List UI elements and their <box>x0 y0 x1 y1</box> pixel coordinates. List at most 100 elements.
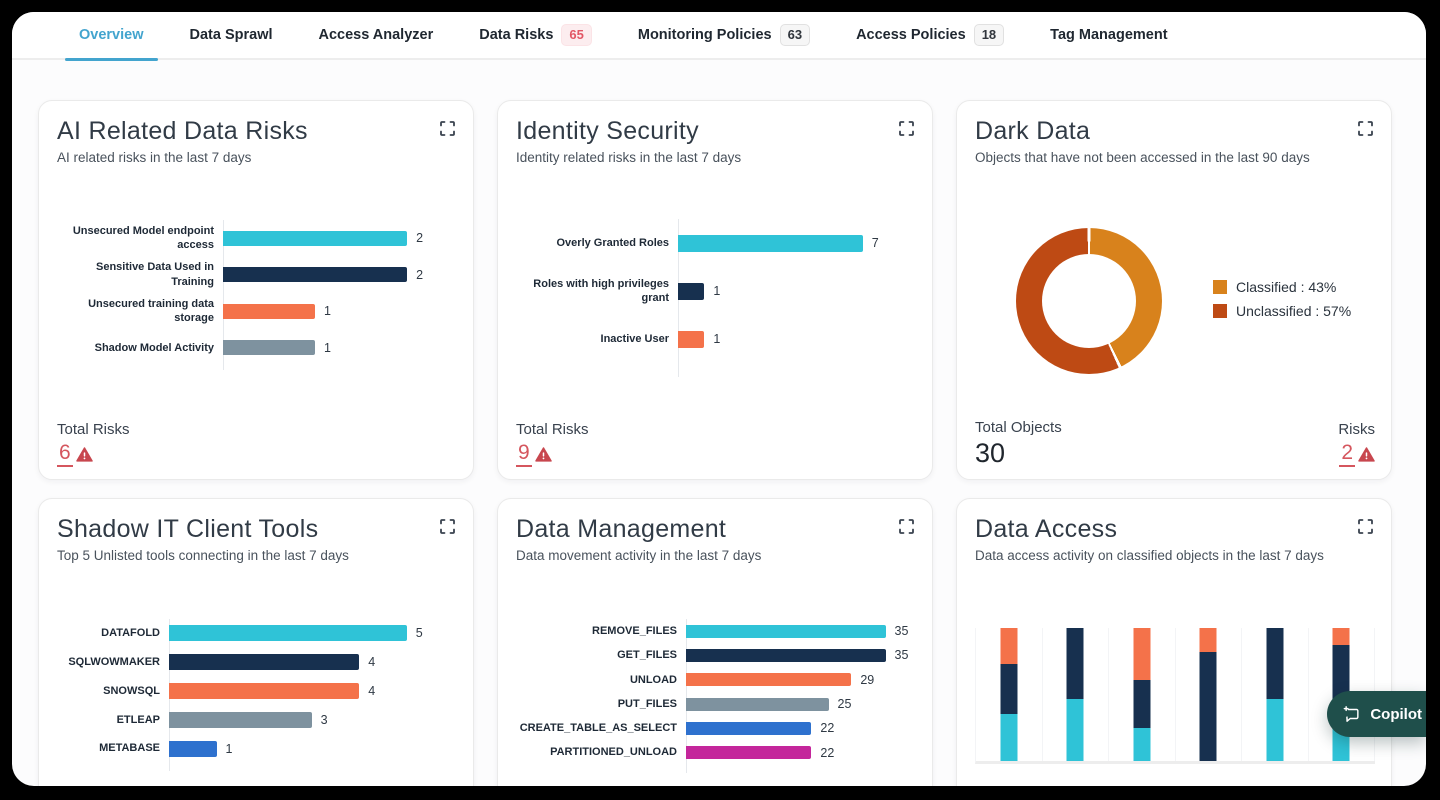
bar <box>686 673 852 687</box>
bar-track: 1 <box>223 303 459 319</box>
bar <box>686 721 812 735</box>
bar-label: METABASE <box>99 742 160 755</box>
bar-label: ETLEAP <box>116 713 160 726</box>
chart-row: SQLWOWMAKER 4 <box>57 648 459 677</box>
bar <box>169 682 360 699</box>
bar-track: 22 <box>686 721 918 735</box>
chart-row: CREATE_TABLE_AS_SELECT 22 <box>516 716 918 740</box>
tab-badge: 63 <box>779 23 811 47</box>
bar-segment-navy <box>1000 663 1018 715</box>
bar-label: CREATE_TABLE_AS_SELECT <box>519 722 677 735</box>
legend-item: Unclassified : 57% <box>1213 303 1351 319</box>
hbar-chart: Unsecured Model endpoint access 2 Sensitiv… <box>57 220 459 366</box>
expand-icon[interactable] <box>897 119 916 138</box>
expand-icon[interactable] <box>438 119 457 138</box>
tab-overview[interactable]: Overview <box>65 12 157 61</box>
bar-value: 3 <box>320 712 328 727</box>
bar-track: 3 <box>169 711 459 728</box>
card-title: Shadow IT Client Tools <box>57 515 319 543</box>
bar-value: 1 <box>324 304 331 319</box>
tab-access-policies[interactable]: Access Policies 18 <box>856 12 1005 59</box>
card-subtitle: Data access activity on classified objec… <box>975 547 1324 563</box>
total-risks-value[interactable]: 9 <box>516 441 532 467</box>
legend-item: Classified : 43% <box>1213 279 1351 295</box>
bar-track: 1 <box>678 330 918 348</box>
tab-tag-management[interactable]: Tag Management <box>1050 12 1167 59</box>
tab-monitoring-policies[interactable]: Monitoring Policies 63 <box>637 12 811 59</box>
bar-track: 35 <box>686 648 918 662</box>
bar <box>169 654 360 671</box>
expand-icon[interactable] <box>438 517 457 536</box>
bar-segment-orange <box>1133 628 1151 680</box>
tab-label: Access Policies <box>856 27 966 43</box>
card-subtitle: AI related risks in the last 7 days <box>57 149 252 165</box>
bar-segment-navy <box>1266 628 1284 699</box>
bar-track: 22 <box>686 746 918 760</box>
tab-data-sprawl[interactable]: Data Sprawl <box>190 12 273 59</box>
legend-text: Unclassified : 57% <box>1236 303 1352 319</box>
bar-value: 4 <box>368 655 376 670</box>
bar <box>686 648 886 662</box>
footer-label: Risks <box>1338 420 1375 438</box>
bar-track: 25 <box>686 697 918 711</box>
bar-label: DATAFOLD <box>101 627 160 640</box>
bar-track: 4 <box>169 654 459 671</box>
chart-row: REMOVE_FILES 35 <box>516 619 918 643</box>
card-identity-security: Identity Security Identity related risks… <box>497 100 933 480</box>
app-window: Overview Data Sprawl Access Analyzer Data R… <box>12 12 1426 786</box>
bar-label: Unsecured training data storage <box>88 297 214 325</box>
chart-row: SNOWSQL 4 <box>57 677 459 706</box>
risks-value[interactable]: 2 <box>1339 441 1355 467</box>
bar <box>686 624 886 638</box>
tab-access-analyzer[interactable]: Access Analyzer <box>319 12 434 59</box>
tab-label: Tag Management <box>1050 27 1168 43</box>
card-footer-right: Risks 2 <box>1338 421 1375 467</box>
tab-label: Overview <box>79 27 144 43</box>
copilot-chat-icon <box>1343 706 1359 722</box>
bar-track: 5 <box>169 625 459 642</box>
expand-icon[interactable] <box>1356 517 1375 536</box>
card-dark-data: Dark Data Objects that have not been acc… <box>956 100 1392 480</box>
chart-row: Shadow Model Activity 1 <box>57 330 459 367</box>
card-data-management: Data Management Data movement activity i… <box>497 498 933 786</box>
tab-label: Monitoring Policies <box>637 27 772 43</box>
bar-segment-teal <box>1066 698 1084 761</box>
card-subtitle: Objects that have not been accessed in t… <box>975 149 1310 165</box>
expand-icon[interactable] <box>1356 119 1375 138</box>
chart-row: Roles with high privileges grant 1 <box>516 267 918 315</box>
copilot-button[interactable]: Copilot <box>1327 691 1426 737</box>
card-subtitle: Identity related risks in the last 7 day… <box>516 149 742 165</box>
expand-icon[interactable] <box>897 517 916 536</box>
category-axis <box>686 619 687 773</box>
tab-data-risks[interactable]: Data Risks 65 <box>479 12 592 59</box>
warning-icon <box>75 447 93 462</box>
stacked-bar <box>1000 628 1018 761</box>
tab-label: Data Risks <box>479 27 554 43</box>
bar <box>169 740 217 757</box>
bar <box>678 330 705 348</box>
bar-segment-navy <box>1066 628 1084 699</box>
card-subtitle: Top 5 Unlisted tools connecting in the l… <box>57 547 349 563</box>
bar-track: 4 <box>169 682 459 699</box>
bar-track: 29 <box>686 673 918 687</box>
total-objects-value: 30 <box>975 437 1006 468</box>
bar <box>169 625 407 642</box>
bar-value: 1 <box>225 741 233 756</box>
bar-track: 1 <box>169 740 459 757</box>
chart-row: Unsecured Model endpoint access 2 <box>57 220 459 257</box>
bar <box>678 282 705 300</box>
card-subtitle: Data movement activity in the last 7 day… <box>516 547 762 563</box>
donut-chart <box>1016 228 1162 374</box>
bar-value: 22 <box>820 745 835 760</box>
total-risks-value[interactable]: 6 <box>57 441 73 467</box>
footer-label: Total Risks <box>516 420 589 438</box>
bar-value: 2 <box>416 267 424 282</box>
chart-row: UNLOAD 29 <box>516 668 918 692</box>
bar-track: 2 <box>223 267 459 283</box>
bar-label: Unsecured Model endpoint access <box>72 224 214 252</box>
warning-icon <box>534 447 552 462</box>
bar <box>678 234 863 252</box>
chart-row: Inactive User 1 <box>516 315 918 363</box>
chart-row: ETLEAP 3 <box>57 705 459 734</box>
bar-label: PARTITIONED_UNLOAD <box>550 746 677 759</box>
